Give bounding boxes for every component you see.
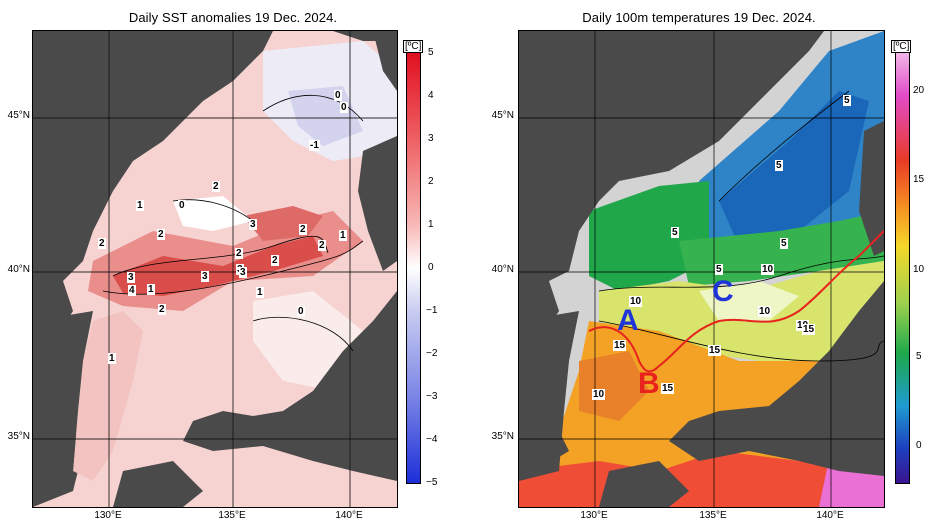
contour-label: 0	[340, 102, 348, 113]
contour-label: 0	[297, 306, 305, 317]
region-marker-a: A	[617, 304, 639, 337]
contour-label: 4	[128, 285, 136, 296]
region-marker-c: C	[712, 275, 734, 308]
contour-label: 1	[136, 200, 144, 211]
colorbar-tick: 5	[916, 351, 922, 362]
contour-label: 0	[334, 90, 342, 101]
contour-label: 2	[157, 229, 165, 240]
contour-label: 2	[299, 224, 307, 235]
contour-label: 2	[271, 255, 279, 266]
colorbar-unit: [ºC]	[403, 40, 424, 53]
lon-label: 140°E	[335, 510, 363, 521]
contour-label: 5	[843, 95, 851, 106]
contour-label: 1	[108, 353, 116, 364]
lon-label: 140°E	[816, 510, 844, 521]
lon-label: 135°E	[699, 510, 727, 521]
temp-100m-map-svg	[519, 31, 884, 507]
colorbar-tick: 3	[428, 133, 434, 144]
contour-label: 2	[212, 181, 220, 192]
contour-label: 5	[775, 160, 783, 171]
contour-label: 3	[249, 219, 257, 230]
colorbar-tick: 20	[913, 85, 925, 96]
sst-anomaly-panel: Daily SST anomalies 19 Dec. 2024.	[0, 0, 466, 526]
sst-anomaly-colorbar	[406, 52, 421, 484]
colorbar-tick: 5	[428, 47, 434, 58]
sst-anomaly-title: Daily SST anomalies 19 Dec. 2024.	[128, 10, 338, 25]
contour-label: 0	[178, 200, 186, 211]
contour-label: -1	[309, 140, 320, 151]
region-marker-b: B	[638, 367, 660, 400]
contour-label: 1	[256, 287, 264, 298]
contour-label: 15	[802, 324, 816, 335]
contour-label: 10	[592, 389, 606, 400]
sst-anomaly-map-svg	[33, 31, 397, 507]
lat-label: 45°N	[491, 110, 514, 121]
temp-100m-panel: Daily 100m temperatures 19 Dec. 2024.	[466, 0, 932, 526]
colorbar-tick: −1	[426, 305, 438, 316]
contour-label: 10	[761, 264, 775, 275]
temp-100m-colorbar	[895, 52, 910, 484]
colorbar-tick: 0	[916, 440, 922, 451]
contour-label: 2	[158, 304, 166, 315]
lat-label: 35°N	[491, 431, 514, 442]
contour-label: 2	[235, 248, 243, 259]
contour-label: 1	[339, 230, 347, 241]
lon-label: 130°E	[580, 510, 608, 521]
contour-label: 2	[318, 240, 326, 251]
contour-label: 15	[708, 345, 722, 356]
colorbar-tick: 4	[428, 90, 434, 101]
contour-label: 5	[671, 227, 679, 238]
colorbar-tick: 1	[428, 219, 434, 230]
contour-label: 10	[629, 296, 643, 307]
colorbar-tick: −3	[426, 391, 438, 402]
contour-label: 15	[613, 340, 627, 351]
lat-label: 40°N	[491, 264, 514, 275]
colorbar-tick: 0	[428, 262, 434, 273]
colorbar-tick: −2	[426, 348, 438, 359]
sst-anomaly-map	[32, 30, 398, 508]
colorbar-tick: −5	[426, 477, 438, 488]
lat-label: 40°N	[7, 264, 30, 275]
lat-label: 35°N	[7, 431, 30, 442]
contour-label: 3	[201, 271, 209, 282]
contour-label: 2	[98, 238, 106, 249]
colorbar-tick: 2	[428, 176, 434, 187]
contour-label: 5	[780, 238, 788, 249]
colorbar-tick: −4	[426, 434, 438, 445]
contour-label: 15	[661, 383, 675, 394]
temp-100m-map	[518, 30, 885, 508]
contour-label: 1	[147, 284, 155, 295]
temp-100m-title: Daily 100m temperatures 19 Dec. 2024.	[582, 10, 816, 25]
contour-label: 3	[239, 267, 247, 278]
lat-label: 45°N	[7, 110, 30, 121]
colorbar-tick: 15	[913, 174, 925, 185]
contour-label: 5	[715, 264, 723, 275]
lon-label: 130°E	[94, 510, 122, 521]
contour-label: 3	[127, 272, 135, 283]
colorbar-tick: 10	[913, 264, 925, 275]
contour-label: 10	[758, 306, 772, 317]
lon-label: 135°E	[218, 510, 246, 521]
